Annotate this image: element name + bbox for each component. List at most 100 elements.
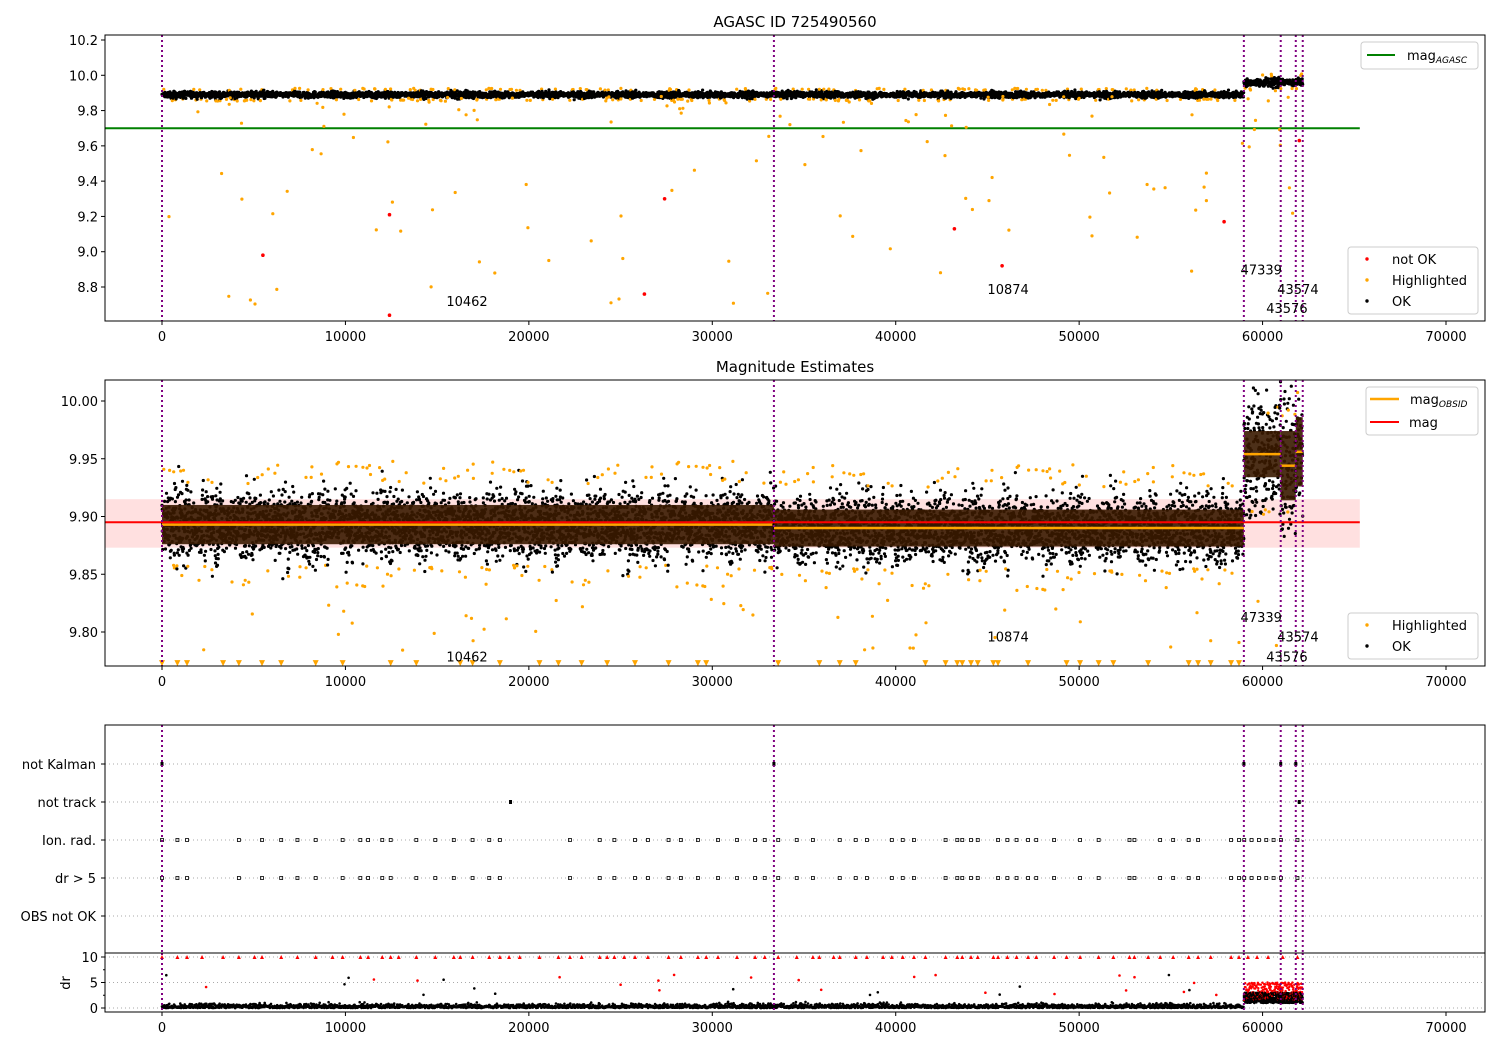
highlighted-point bbox=[459, 96, 463, 101]
highlighted-point bbox=[950, 124, 954, 128]
highlighted-point bbox=[851, 234, 855, 238]
highlighted-point bbox=[707, 98, 711, 102]
highlighted-point bbox=[493, 271, 497, 275]
highlighted-point bbox=[833, 98, 837, 102]
highlighted-point bbox=[1270, 74, 1274, 78]
highlighted-point bbox=[1137, 98, 1141, 102]
highlighted-point bbox=[386, 140, 390, 144]
highlighted-point bbox=[609, 120, 613, 124]
ok-point bbox=[163, 499, 167, 503]
highlighted-point bbox=[817, 87, 822, 91]
highlighted-point bbox=[1247, 145, 1251, 149]
ok-point bbox=[177, 464, 181, 469]
highlighted-point bbox=[604, 99, 608, 103]
highlighted-point bbox=[235, 99, 239, 103]
highlighted-point bbox=[172, 563, 176, 567]
highlighted-point bbox=[339, 87, 343, 91]
ok-point bbox=[175, 495, 180, 499]
highlighted-point bbox=[439, 99, 443, 103]
highlighted-point bbox=[407, 96, 411, 100]
ok-point bbox=[163, 547, 168, 551]
obsid-annotation: 43574 bbox=[1277, 283, 1318, 298]
highlighted-point bbox=[665, 104, 669, 108]
highlighted-point bbox=[1209, 97, 1213, 101]
ok-point bbox=[175, 551, 179, 555]
highlighted-point bbox=[779, 97, 783, 101]
highlighted-point bbox=[827, 87, 831, 91]
highlighted-point bbox=[1001, 97, 1005, 101]
not-ok-point bbox=[662, 197, 667, 201]
highlighted-point bbox=[943, 113, 948, 117]
ok-point bbox=[701, 88, 705, 92]
ok-point bbox=[195, 97, 199, 101]
highlighted-point bbox=[822, 87, 826, 91]
highlighted-point bbox=[399, 229, 403, 233]
highlighted-point bbox=[1300, 72, 1304, 76]
ok-point bbox=[217, 90, 222, 94]
highlighted-point bbox=[1013, 86, 1017, 90]
plot-area bbox=[105, 35, 1360, 321]
ok-point bbox=[170, 497, 174, 501]
highlighted-point bbox=[252, 99, 256, 103]
ok-point bbox=[313, 90, 317, 94]
highlighted-point bbox=[925, 140, 929, 144]
highlighted-point bbox=[357, 97, 361, 102]
highlighted-point bbox=[788, 123, 792, 127]
highlighted-point bbox=[453, 88, 457, 92]
highlighted-point bbox=[837, 97, 841, 101]
highlighted-point bbox=[245, 98, 249, 102]
highlighted-point bbox=[487, 86, 491, 90]
highlighted-point bbox=[1108, 191, 1112, 195]
highlighted-point bbox=[735, 87, 739, 91]
highlighted-point bbox=[670, 188, 674, 192]
highlighted-point bbox=[1204, 199, 1208, 203]
highlighted-point bbox=[767, 134, 771, 138]
highlighted-point bbox=[408, 88, 412, 92]
highlighted-point bbox=[672, 100, 677, 104]
highlighted-point bbox=[1286, 95, 1290, 99]
highlighted-point bbox=[494, 98, 498, 102]
highlighted-point bbox=[172, 566, 176, 570]
ok-point bbox=[424, 96, 428, 100]
highlighted-point bbox=[1206, 97, 1210, 101]
ok-point bbox=[1160, 88, 1164, 92]
not-ok-point bbox=[387, 313, 392, 318]
ok-point bbox=[553, 96, 557, 100]
highlighted-point bbox=[1213, 88, 1217, 92]
x-tick-label: 40000 bbox=[875, 330, 916, 345]
x-tick-label: 0 bbox=[158, 330, 166, 345]
highlighted-point bbox=[943, 154, 947, 158]
highlighted-point bbox=[766, 291, 770, 295]
plot-area bbox=[105, 380, 1360, 666]
highlighted-point bbox=[1048, 102, 1052, 107]
highlighted-point bbox=[1090, 114, 1094, 118]
highlighted-point bbox=[1291, 211, 1295, 215]
highlighted-point bbox=[248, 298, 252, 302]
highlighted-point bbox=[896, 98, 900, 103]
highlighted-point bbox=[1178, 97, 1183, 101]
highlighted-point bbox=[175, 564, 179, 568]
highlighted-point bbox=[310, 148, 314, 152]
highlighted-point bbox=[869, 101, 874, 105]
highlighted-point bbox=[659, 94, 663, 99]
highlighted-point bbox=[679, 111, 683, 115]
highlighted-point bbox=[1252, 127, 1256, 132]
highlighted-point bbox=[707, 101, 712, 105]
highlighted-point bbox=[271, 212, 275, 216]
highlighted-point bbox=[526, 226, 530, 230]
highlighted-point bbox=[987, 98, 991, 102]
highlighted-point bbox=[1035, 87, 1039, 91]
highlighted-point bbox=[808, 97, 812, 101]
highlighted-point bbox=[413, 88, 417, 92]
obsid-annotation: 47339 bbox=[1241, 263, 1282, 278]
highlighted-point bbox=[220, 171, 224, 176]
highlighted-point bbox=[578, 87, 582, 91]
highlighted-point bbox=[1016, 86, 1020, 91]
highlighted-point bbox=[609, 301, 613, 305]
highlighted-point bbox=[1190, 269, 1194, 273]
highlighted-point bbox=[904, 118, 908, 123]
ok-point bbox=[1226, 88, 1231, 92]
highlighted-point bbox=[321, 88, 325, 92]
ok-point bbox=[1277, 75, 1281, 79]
ok-point bbox=[164, 491, 169, 495]
